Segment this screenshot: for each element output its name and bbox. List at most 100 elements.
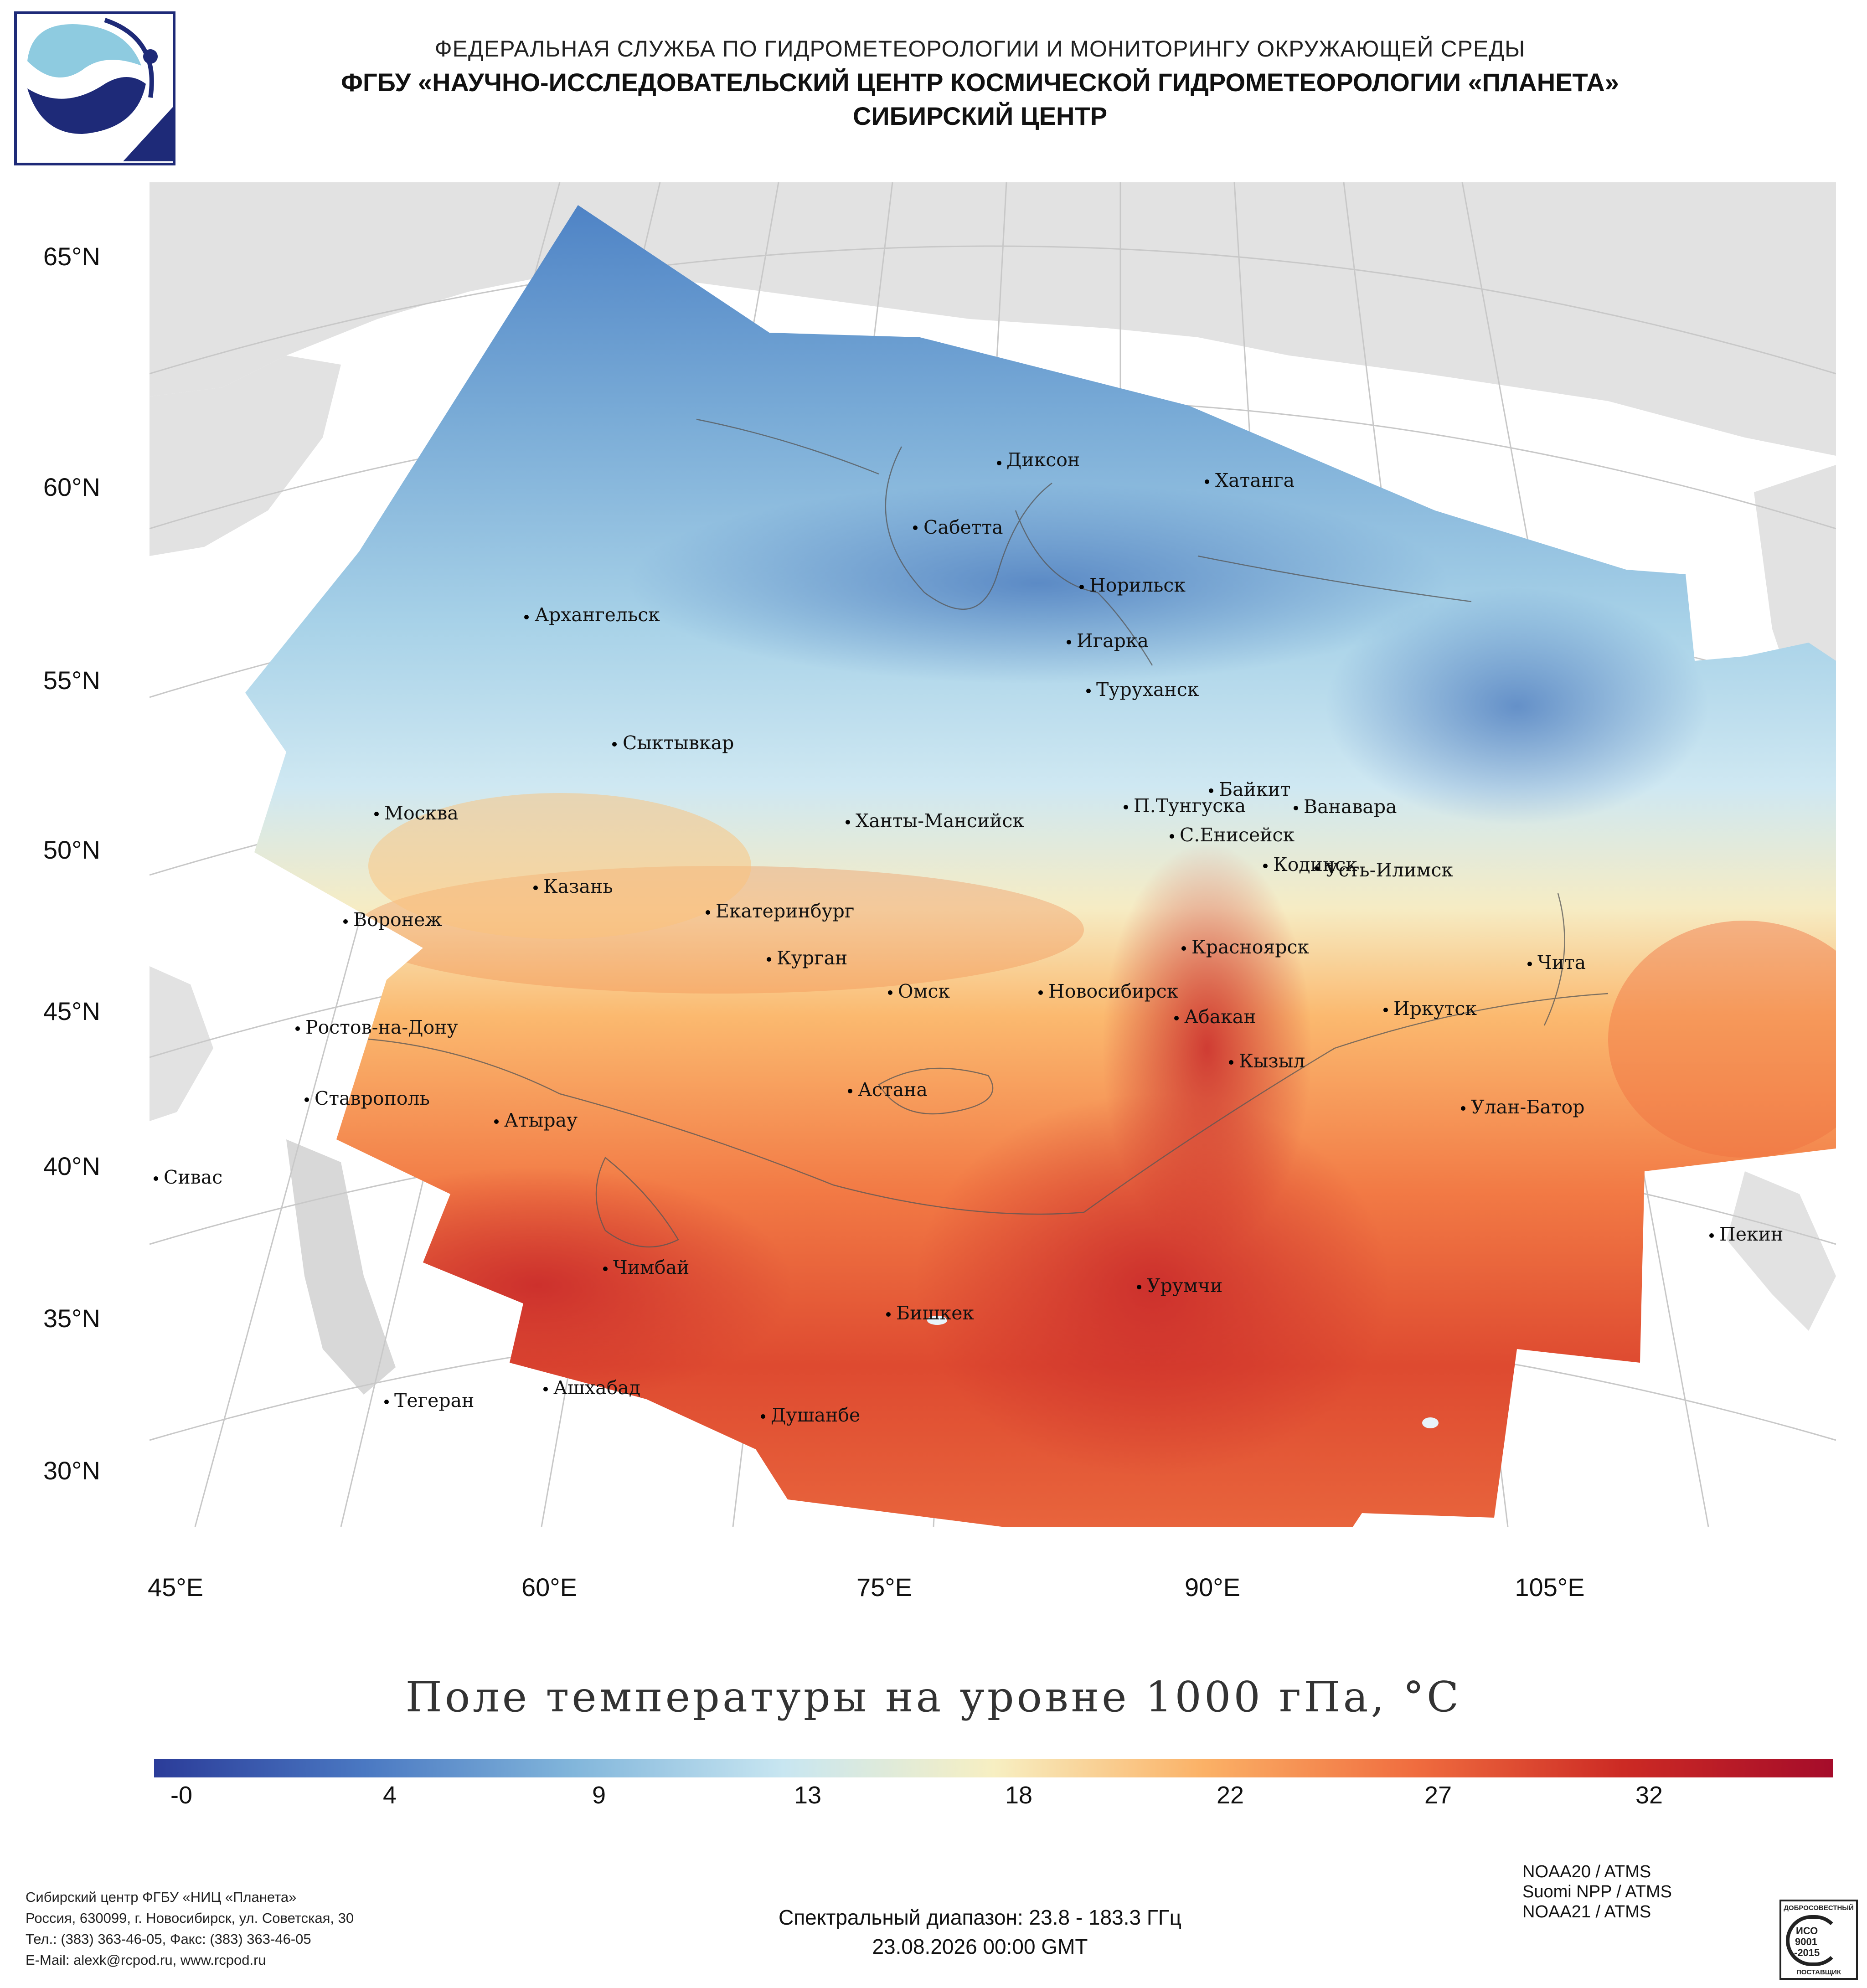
city-dot — [1181, 946, 1186, 951]
lat-label-55: 55°N — [43, 666, 100, 695]
city-label-abakan: Абакан — [1184, 1006, 1256, 1028]
city-label-norilsk: Норильск — [1089, 574, 1186, 596]
city-label-stavropol: Ставрополь — [315, 1087, 430, 1109]
city-dot — [1170, 834, 1174, 839]
city-dot — [384, 1400, 389, 1404]
colorbar-tick: 4 — [382, 1782, 397, 1809]
header-agency: ФЕДЕРАЛЬНАЯ СЛУЖБА ПО ГИДРОМЕТЕОРОЛОГИИ … — [434, 36, 1526, 62]
city-dot — [1294, 806, 1298, 810]
badge-iso: ИСО — [1796, 1925, 1818, 1936]
city-dot — [1079, 585, 1084, 589]
badge-9001: 9001 — [1795, 1936, 1817, 1947]
lon-label-75: 75°E — [856, 1573, 913, 1602]
lat-label-35: 35°N — [43, 1304, 100, 1333]
header-center: СИБИРСКИЙ ЦЕНТР — [852, 102, 1108, 130]
city-label-atyrau: Атырау — [504, 1109, 578, 1131]
city-dot — [1124, 805, 1128, 809]
city-dot — [761, 1414, 765, 1419]
badge-ring — [1786, 1915, 1841, 1966]
city-dot — [913, 525, 918, 530]
city-dot — [1709, 1233, 1714, 1238]
city-label-tegeran: Тегеран — [394, 1390, 474, 1411]
city-label-omsk: Омск — [898, 980, 950, 1002]
colorbar-tick: 22 — [1216, 1782, 1244, 1809]
city-label-turukhansk: Туруханск — [1096, 679, 1199, 700]
lon-label-60: 60°E — [521, 1573, 578, 1602]
lat-label-40: 40°N — [43, 1152, 100, 1180]
city-dot — [886, 1312, 891, 1317]
colorbar — [154, 1759, 1833, 1777]
planeta-logo — [14, 11, 176, 166]
org-address: Россия, 630099, г. Новосибирск, ул. Сове… — [26, 1910, 354, 1926]
city-label-kazan: Казань — [543, 876, 613, 897]
city-label-ekaterinburg: Екатеринбург — [716, 900, 855, 922]
city-label-krasnoyarsk: Красноярск — [1191, 936, 1310, 958]
city-dot — [304, 1097, 309, 1102]
city-dot — [1174, 1016, 1179, 1020]
city-dot — [767, 957, 771, 962]
spectral-range: Спектральный диапазон: 23.8 - 183.3 ГГц — [778, 1906, 1182, 1929]
header-institute: ФГБУ «НАУЧНО-ИССЛЕДОВАТЕЛЬСКИЙ ЦЕНТР КОС… — [341, 68, 1619, 97]
city-label-kodinsk: Кодинск — [1273, 854, 1357, 876]
city-label-urumchi: Урумчи — [1147, 1275, 1223, 1297]
satellite-instrument: NOAA21 / ATMS — [1522, 1902, 1651, 1921]
city-label-kurgan: Курган — [777, 947, 848, 969]
city-dot — [1527, 962, 1532, 966]
city-label-chita: Чита — [1537, 952, 1586, 973]
city-dot — [997, 461, 1001, 465]
city-dot — [612, 742, 617, 747]
iso-9001-badge: ДОБРОСОВЕСТНЫЙ ИСО 9001 -2015 ПОСТАВЩИК — [1779, 1900, 1858, 1980]
city-label-bishkek: Бишкек — [896, 1302, 975, 1324]
colorbar-tick: 18 — [1005, 1782, 1033, 1809]
city-dot — [888, 990, 892, 995]
city-label-moskva: Москва — [384, 802, 459, 824]
colorbar-tick: 27 — [1424, 1782, 1452, 1809]
city-dot — [374, 812, 379, 816]
city-label-p-tunguska: П.Тунгуска — [1134, 795, 1246, 817]
city-dot — [1229, 1060, 1233, 1065]
lat-label-60: 60°N — [43, 473, 100, 501]
city-label-ust-ilimsk: Усть-Илимск — [1325, 859, 1454, 881]
org-contact-block: Сибирский центр ФГБУ «НИЦ «Планета» Росс… — [26, 1887, 354, 1971]
city-label-kyzyl: Кызыл — [1239, 1050, 1305, 1072]
lat-label-30: 30°N — [43, 1456, 100, 1485]
city-label-astana: Астана — [858, 1079, 928, 1101]
city-label-vanavara: Ванавара — [1304, 796, 1397, 818]
city-label-syktyvkar: Сыктывкар — [623, 732, 734, 754]
city-dot — [1209, 788, 1213, 793]
city-label-ulan-bator: Улан-Батор — [1471, 1096, 1585, 1118]
city-label-khanty-mansiysk: Ханты-Мансийск — [856, 810, 1025, 832]
lon-label-105: 105°E — [1515, 1573, 1585, 1602]
temperature-map — [149, 182, 1836, 1527]
city-label-s-eniseysk: С.Енисейск — [1180, 824, 1295, 846]
city-label-rostov-na-donu: Ростов-на-Дону — [305, 1016, 458, 1038]
city-dot — [1383, 1008, 1388, 1012]
city-label-novosibirsk: Новосибирск — [1048, 980, 1179, 1002]
city-dot — [343, 919, 348, 924]
city-dot — [533, 886, 538, 890]
city-label-dushanbe: Душанбе — [771, 1404, 861, 1426]
badge-bottom-text: ПОСТАВЩИК — [1796, 1968, 1841, 1976]
colorbar-tick: 32 — [1635, 1782, 1663, 1809]
city-label-sabetta: Сабетта — [923, 516, 1003, 538]
city-dot — [1067, 640, 1071, 644]
badge-2015: -2015 — [1794, 1947, 1820, 1958]
city-dot — [603, 1267, 608, 1271]
observation-datetime: 23.08.2026 00:00 GMT — [872, 1935, 1088, 1958]
city-label-voronezh: Воронеж — [353, 909, 443, 931]
org-phone: Тел.: (383) 363-46-05, Факс: (383) 363-4… — [26, 1931, 311, 1947]
org-email: E-Mail: alexk@rcpod.ru, www.rcpod.ru — [26, 1952, 266, 1968]
city-label-sivas: Сивас — [164, 1166, 223, 1188]
city-dot — [1038, 990, 1043, 995]
city-label-pekin: Пекин — [1719, 1223, 1784, 1245]
colorbar-tick: 13 — [794, 1782, 822, 1809]
city-dot — [1263, 864, 1268, 868]
city-label-irkutsk: Иркутск — [1393, 998, 1477, 1020]
city-dot — [295, 1026, 300, 1031]
city-dot — [848, 1089, 852, 1093]
city-label-ashkhabad: Ашхабад — [553, 1377, 641, 1399]
org-name: Сибирский центр ФГБУ «НИЦ «Планета» — [26, 1889, 297, 1905]
city-dot — [1461, 1106, 1465, 1111]
city-label-dikson: Диксон — [1006, 449, 1080, 471]
city-dot — [1315, 866, 1320, 871]
